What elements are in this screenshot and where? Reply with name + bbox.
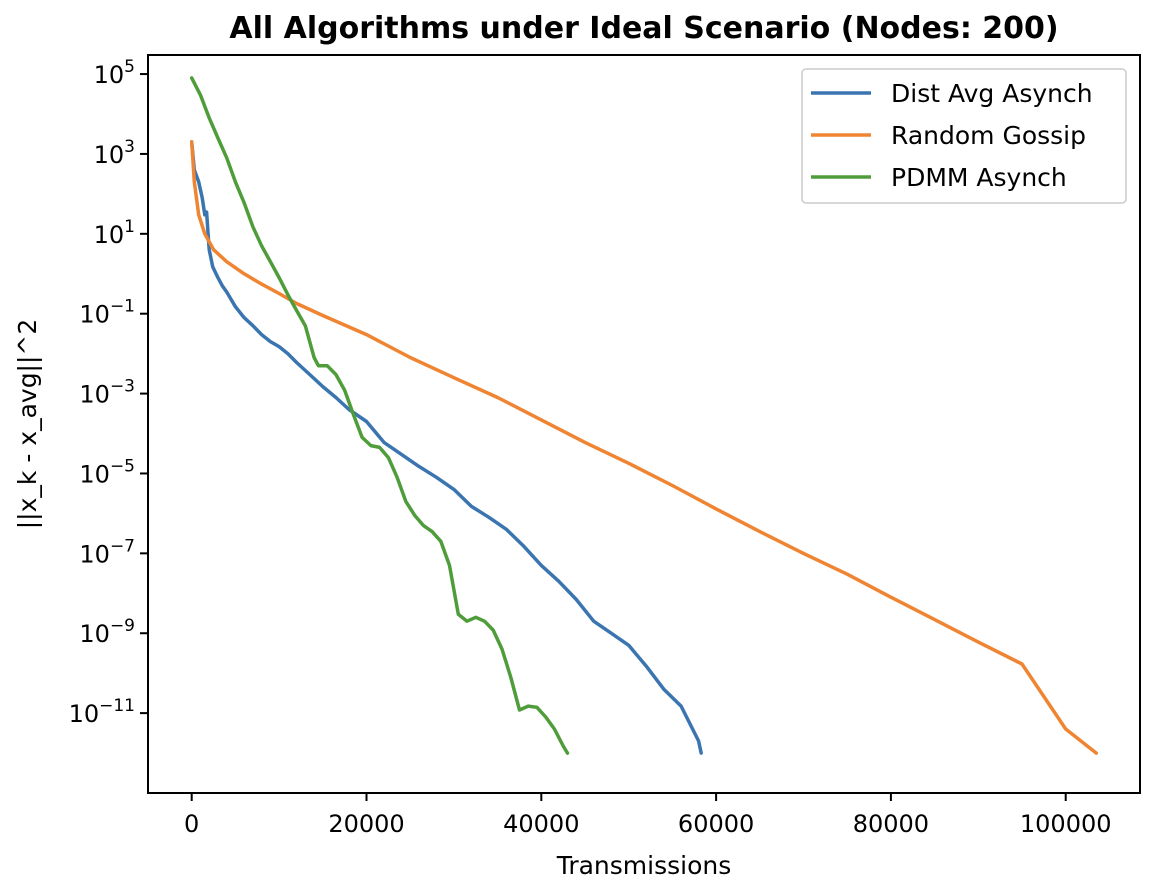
series-line-2 [189, 76, 570, 755]
chart-title: All Algorithms under Ideal Scenario (Nod… [229, 11, 1058, 46]
x-tick-label: 80000 [853, 810, 929, 838]
series-line-0 [189, 140, 703, 755]
y-tick-label: 105 [94, 57, 135, 89]
y-tick-label: 10−1 [79, 297, 135, 329]
y-tick-label: 101 [94, 217, 135, 249]
y-tick-label: 103 [94, 137, 135, 169]
plot-area [147, 54, 1141, 794]
y-tick-label: 10−3 [79, 377, 135, 409]
x-tick-label: 20000 [328, 810, 404, 838]
series-layer [189, 76, 1099, 755]
legend-label-2: PDMM Asynch [891, 163, 1067, 192]
legend: Dist Avg Asynch Random Gossip PDMM Asynch [801, 68, 1127, 204]
x-axis: 0 20000 40000 60000 80000 100000 [184, 793, 1112, 838]
y-tick-label: 10−11 [69, 696, 135, 728]
legend-box [801, 68, 1127, 204]
series-line-1 [189, 140, 1099, 755]
x-tick-label: 0 [184, 810, 199, 838]
y-tick-label: 10−7 [79, 536, 135, 568]
x-tick-label: 100000 [1020, 810, 1112, 838]
legend-label-0: Dist Avg Asynch [891, 79, 1093, 108]
x-tick-label: 60000 [678, 810, 754, 838]
x-axis-label: Transmissions [556, 851, 732, 880]
y-axis-label: ||x_k - x_avg||^2 [13, 319, 42, 530]
x-tick-label: 40000 [503, 810, 579, 838]
legend-label-1: Random Gossip [891, 121, 1086, 150]
y-tick-label: 10−5 [79, 456, 135, 488]
y-axis: 105 103 101 10−1 10−3 10−5 10−7 10−9 10−11 [69, 57, 148, 728]
y-tick-label: 10−9 [79, 616, 135, 648]
